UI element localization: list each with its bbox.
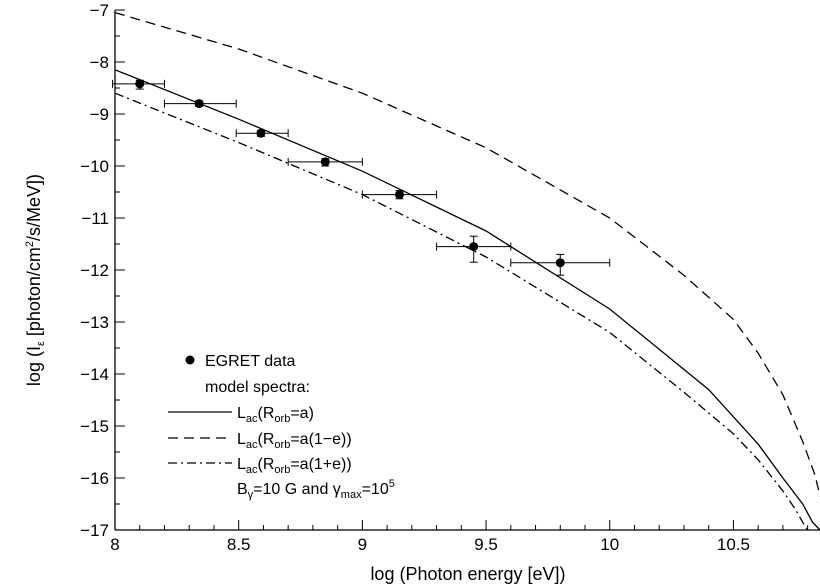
data-marker <box>469 242 479 252</box>
y-tick-label: −10 <box>80 157 109 176</box>
legend-label-parameters: Bγ=10 G and γmax=105 <box>237 478 395 501</box>
data-point <box>235 128 289 138</box>
plot-frame <box>114 10 820 531</box>
data-point <box>112 79 165 90</box>
x-axis-ticks: 8 8.5 9 9.5 10 10.5 <box>110 520 809 554</box>
data-marker <box>256 128 266 138</box>
data-point <box>510 253 611 276</box>
model-curve-dashed <box>114 11 820 497</box>
y-axis-ticks: −7 −8 −9 −10 −11 −12 −13 −14 −15 −16 −17 <box>80 1 125 540</box>
y-tick-label: −14 <box>80 365 109 384</box>
legend: EGRET data model spectra: Lac(Rorb=a) La… <box>168 353 395 501</box>
legend-label-solid: Lac(Rorb=a) <box>237 405 314 425</box>
data-marker <box>394 190 404 200</box>
y-tick-label: −11 <box>81 209 109 228</box>
legend-marker-egret <box>185 355 195 365</box>
y-tick-label: −13 <box>80 313 109 332</box>
legend-label-model-spectra: model spectra: <box>205 379 310 396</box>
y-tick-label: −15 <box>80 417 109 436</box>
legend-label-dashed: Lac(Rorb=a(1−e)) <box>237 431 352 451</box>
x-tick-label: 10.5 <box>717 535 750 554</box>
legend-label-egret: EGRET data <box>205 353 296 370</box>
y-tick-label: −7 <box>90 1 109 20</box>
data-marker <box>555 258 565 268</box>
data-point <box>287 157 363 167</box>
legend-label-dashdot: Lac(Rorb=a(1+e)) <box>237 456 352 476</box>
data-point <box>436 235 512 263</box>
model-curve-solid <box>114 69 820 531</box>
data-marker <box>194 99 204 109</box>
x-tick-label: 8.5 <box>227 535 251 554</box>
x-tick-label: 10 <box>600 535 619 554</box>
y-tick-label: −12 <box>80 261 109 280</box>
data-point <box>163 99 237 109</box>
y-axis-title: log (Iε [photon/cm2/s/MeV]) <box>24 174 47 386</box>
y-tick-label: −9 <box>90 105 109 124</box>
data-marker <box>135 79 145 89</box>
y-tick-label: −8 <box>90 53 109 72</box>
x-tick-label: 9.5 <box>474 535 498 554</box>
data-marker <box>320 157 330 167</box>
x-axis-title: log (Photon energy [eV]) <box>370 564 565 584</box>
data-point <box>361 189 438 200</box>
x-tick-label: 9 <box>358 535 367 554</box>
y-tick-label: −16 <box>80 469 109 488</box>
model-curve-dashdot <box>114 92 809 531</box>
egret-data-points <box>112 79 611 276</box>
x-tick-label: 8 <box>110 535 119 554</box>
y-tick-label: −17 <box>80 521 109 540</box>
model-curves <box>114 11 820 531</box>
